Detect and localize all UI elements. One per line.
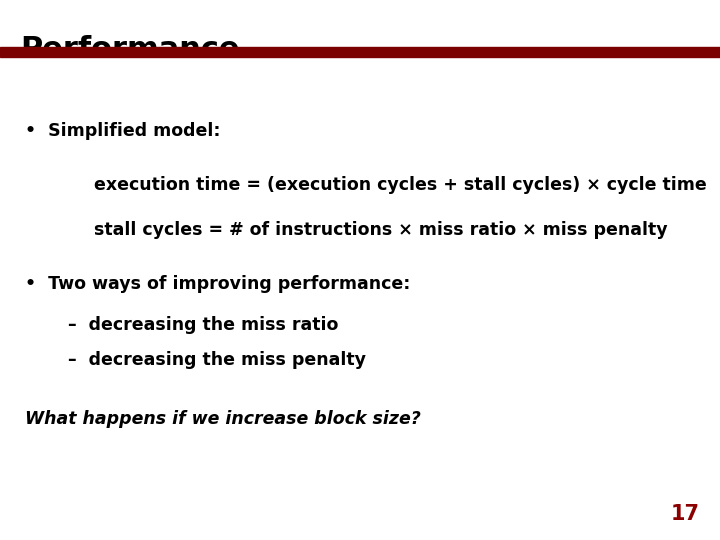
Text: –  decreasing the miss penalty: – decreasing the miss penalty (68, 351, 366, 369)
Text: execution time = (execution cycles + stall cycles) × cycle time: execution time = (execution cycles + sta… (94, 176, 706, 193)
Text: Performance: Performance (20, 35, 240, 64)
Text: –  decreasing the miss ratio: – decreasing the miss ratio (68, 316, 339, 334)
Text: What happens if we increase block size?: What happens if we increase block size? (25, 410, 421, 428)
Text: stall cycles = # of instructions × miss ratio × miss penalty: stall cycles = # of instructions × miss … (94, 221, 667, 239)
Text: 17: 17 (671, 504, 700, 524)
Text: •  Simplified model:: • Simplified model: (25, 122, 221, 139)
Text: •  Two ways of improving performance:: • Two ways of improving performance: (25, 275, 410, 293)
